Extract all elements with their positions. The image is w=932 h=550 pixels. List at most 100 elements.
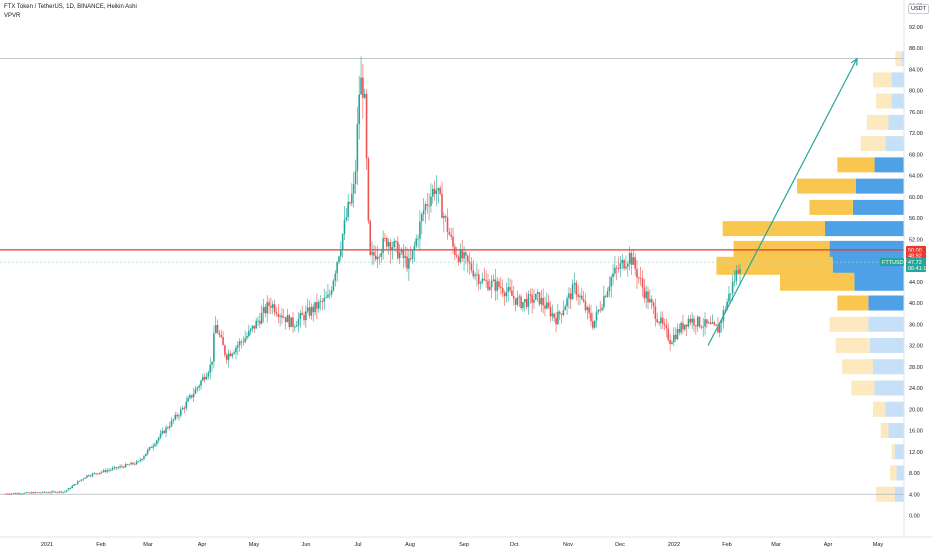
- volume-profile-up-bar: [797, 178, 856, 194]
- x-tick-label: Mar: [771, 542, 781, 548]
- candle-body: [621, 260, 624, 264]
- candle-body: [323, 297, 326, 302]
- candle-body: [371, 251, 373, 255]
- candle-body: [16, 493, 18, 495]
- candle-body: [720, 321, 723, 324]
- candle-body: [494, 279, 497, 291]
- y-tick-label: 84.00: [909, 67, 923, 73]
- price-tag-label: 48.92: [908, 254, 922, 260]
- candle-body: [724, 309, 727, 311]
- volume-profile-up-bar: [716, 256, 833, 275]
- candle-body: [14, 493, 16, 495]
- candle-body: [102, 470, 105, 472]
- candle-body: [593, 320, 596, 328]
- candle-body: [667, 328, 670, 340]
- candle-body: [167, 427, 169, 429]
- candle-body: [305, 311, 307, 321]
- candle-body: [426, 204, 429, 206]
- candle-body: [203, 376, 206, 380]
- candle-body: [615, 267, 618, 269]
- x-tick-label: 2021: [41, 542, 53, 548]
- candle-body: [730, 293, 732, 295]
- candle-body: [194, 389, 197, 394]
- candle-body: [446, 217, 449, 232]
- chart-title: FTX Token / TetherUS, 1D, BINANCE, Heiki…: [4, 4, 137, 10]
- candle-body: [533, 299, 535, 303]
- candle-body: [154, 444, 156, 446]
- indicator-label[interactable]: VPVR: [4, 13, 21, 19]
- candle-body: [733, 280, 736, 283]
- candle-body: [290, 317, 292, 328]
- candle-body: [408, 258, 410, 269]
- candle-body: [340, 249, 342, 257]
- volume-profile-down-bar: [885, 136, 904, 152]
- candle-body: [516, 297, 519, 305]
- candle-body: [695, 325, 697, 327]
- candle-body: [277, 314, 280, 317]
- candle-body: [248, 330, 250, 337]
- candle-body: [266, 302, 269, 314]
- candle-body: [207, 372, 210, 377]
- volume-profile-down-bar: [894, 444, 904, 460]
- candle-body: [384, 238, 386, 239]
- candle-body: [251, 325, 254, 329]
- volume-profile-up-bar: [866, 114, 889, 130]
- candle-body: [400, 249, 403, 253]
- candle-body: [163, 430, 166, 434]
- candle-body: [698, 316, 701, 327]
- candle-body: [303, 315, 305, 321]
- trend-arrow-line: [707, 58, 858, 346]
- candle-body: [236, 345, 239, 348]
- candle-body: [202, 376, 204, 381]
- candle-body: [443, 215, 445, 218]
- trend-lines: [707, 57, 858, 346]
- candle-body: [503, 293, 506, 297]
- candle-body: [29, 492, 31, 494]
- candle-body: [124, 464, 127, 468]
- candle-body: [284, 317, 287, 323]
- candle-body: [582, 299, 585, 302]
- price-axis[interactable]: 0.00 4.00 8.00 12.00 16.00 20.00 24.00 28.00 32.…: [909, 4, 923, 520]
- candle-body: [233, 352, 235, 354]
- candle-body: [205, 376, 208, 380]
- candle-body: [546, 302, 548, 309]
- candle-body: [599, 309, 601, 311]
- candle-body: [310, 306, 313, 316]
- candle-body: [317, 301, 320, 309]
- candle-body: [60, 491, 62, 493]
- currency-badge[interactable]: USDT: [908, 4, 929, 14]
- candle-body: [222, 337, 224, 346]
- candle-body: [297, 318, 300, 326]
- candle-body: [540, 297, 543, 305]
- candle-body: [67, 488, 70, 491]
- candle-body: [334, 273, 337, 281]
- candle-body: [525, 299, 528, 307]
- candle-body: [259, 320, 261, 324]
- candle-body: [376, 256, 379, 260]
- candle-body: [564, 306, 567, 311]
- candle-body: [369, 221, 372, 255]
- candle-body: [227, 353, 230, 360]
- candle-body: [121, 466, 123, 468]
- candle-body: [448, 231, 451, 235]
- y-tick-label: 24.00: [909, 386, 923, 392]
- time-axis[interactable]: 2021 Feb Mar Apr May Jun Jul Aug Sep Oct Nov Dec 202…: [41, 542, 884, 548]
- candle-body: [382, 238, 384, 253]
- candle-body: [255, 320, 257, 329]
- volume-profile-up-bar: [837, 295, 869, 311]
- candle-body: [21, 493, 24, 495]
- candle-body: [325, 297, 327, 299]
- candle-body: [477, 274, 480, 284]
- candle-body: [678, 328, 681, 333]
- candle-body: [685, 324, 688, 327]
- candle-body: [601, 307, 603, 311]
- y-tick-label: 40.00: [909, 301, 923, 307]
- candle-body: [409, 258, 412, 260]
- candle-body: [146, 449, 149, 454]
- candle-body: [132, 462, 134, 465]
- candle-body: [385, 238, 388, 247]
- candle-body: [739, 269, 741, 274]
- candle-body: [34, 492, 37, 493]
- candle-body: [159, 433, 162, 438]
